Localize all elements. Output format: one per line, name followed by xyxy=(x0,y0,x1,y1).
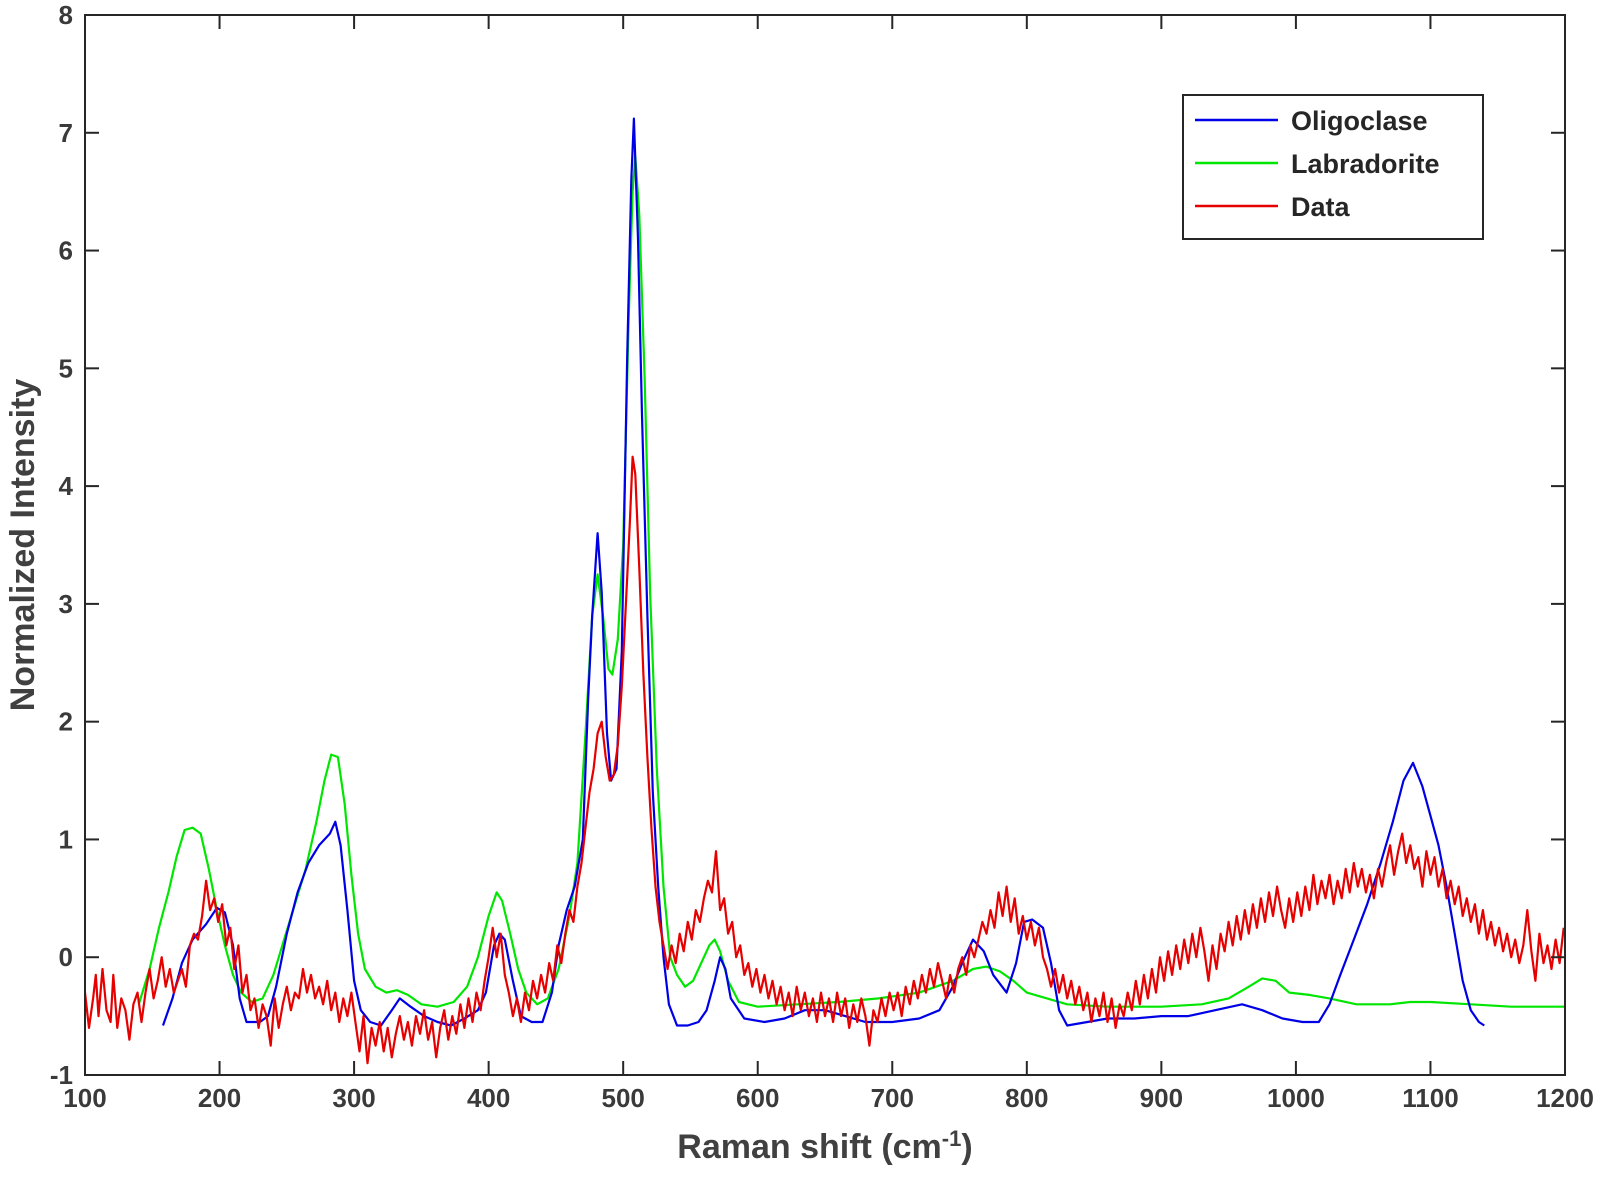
x-tick-label: 500 xyxy=(601,1083,644,1113)
y-tick-label: 8 xyxy=(59,0,73,30)
ticks-layer: 100 200 300 400 500 600 700 800 900 1000 1100 1200 -… xyxy=(50,0,1594,1113)
x-tick-label: 900 xyxy=(1140,1083,1183,1113)
y-tick-label: 3 xyxy=(59,589,73,619)
y-tick-label: 4 xyxy=(59,471,74,501)
y-tick-label: -1 xyxy=(50,1060,73,1090)
y-axis-title: Normalized Intensity xyxy=(4,379,42,712)
x-tick-label: 600 xyxy=(736,1083,779,1113)
y-tick-label: 7 xyxy=(59,118,73,148)
x-axis-title-superscript: -1 xyxy=(942,1126,962,1151)
x-tick-label: 700 xyxy=(871,1083,914,1113)
x-axis-title-main: Raman shift (cm xyxy=(677,1128,942,1166)
plot-frame xyxy=(84,14,1566,1076)
y-tick-label: 0 xyxy=(59,942,73,972)
y-tick-label: 5 xyxy=(59,353,73,383)
y-tick-label: 2 xyxy=(59,707,73,737)
x-tick-label: 400 xyxy=(467,1083,510,1113)
x-tick-label: 300 xyxy=(332,1083,375,1113)
y-tick-label: 6 xyxy=(59,236,73,266)
x-tick-label: 100 xyxy=(63,1083,106,1113)
series-layer xyxy=(85,117,1565,1065)
legend-label: Labradorite xyxy=(1291,149,1440,179)
legend-label: Oligoclase xyxy=(1291,106,1428,136)
x-axis-title-end: ) xyxy=(961,1128,972,1166)
x-tick-label: 800 xyxy=(1005,1083,1048,1113)
x-tick-label: 1200 xyxy=(1536,1083,1594,1113)
y-tick-label: 1 xyxy=(59,824,73,854)
x-tick-label: 200 xyxy=(198,1083,241,1113)
series-line-data xyxy=(85,455,1565,1065)
legend-label: Data xyxy=(1291,192,1351,222)
x-tick-label: 1000 xyxy=(1267,1083,1325,1113)
legend: Oligoclase Labradorite Data xyxy=(1182,94,1484,240)
series-line-oligoclase xyxy=(161,117,1485,1027)
x-tick-label: 1100 xyxy=(1402,1083,1458,1113)
x-axis-title: Raman shift (cm-1) xyxy=(677,1126,972,1166)
